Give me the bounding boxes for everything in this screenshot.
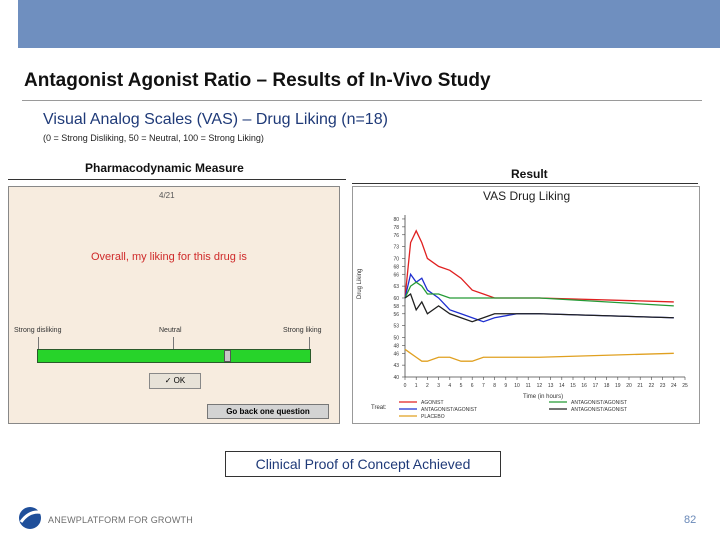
x-tick-label: 14 bbox=[559, 383, 565, 389]
y-tick-label: 70 bbox=[393, 256, 399, 262]
x-axis-label: Time (in hours) bbox=[523, 394, 563, 400]
y-tick-label: 73 bbox=[393, 245, 399, 251]
label-strong-disliking: Strong disliking bbox=[14, 327, 62, 334]
go-back-button[interactable]: Go back one question bbox=[207, 404, 329, 419]
chart-title: VAS Drug Liking bbox=[483, 189, 570, 203]
x-tick-label: 25 bbox=[682, 383, 688, 389]
page-counter: 4/21 bbox=[159, 191, 175, 200]
x-tick-label: 17 bbox=[593, 383, 599, 389]
x-tick-label: 24 bbox=[671, 383, 677, 389]
y-tick-label: 48 bbox=[393, 343, 399, 349]
x-tick-label: 23 bbox=[660, 383, 666, 389]
x-tick-label: 18 bbox=[604, 383, 610, 389]
y-tick-label: 66 bbox=[393, 272, 399, 278]
x-tick-label: 0 bbox=[404, 383, 407, 389]
x-tick-label: 10 bbox=[514, 383, 520, 389]
question-text: Overall, my liking for this drug is bbox=[91, 251, 247, 263]
left-column-header: Pharmacodynamic Measure bbox=[85, 161, 244, 175]
legend-entry: PLACEBO bbox=[421, 414, 445, 420]
scale-note: (0 = Strong Disliking, 50 = Neutral, 100… bbox=[43, 133, 264, 143]
tick-mid bbox=[173, 337, 174, 349]
x-tick-label: 12 bbox=[537, 383, 543, 389]
vas-chart: VAS Drug Liking Drug Liking Time (in hou… bbox=[357, 189, 688, 420]
liking-slider-thumb[interactable] bbox=[224, 350, 232, 362]
x-tick-label: 13 bbox=[548, 383, 554, 389]
y-tick-label: 58 bbox=[393, 304, 399, 310]
y-tick-label: 40 bbox=[393, 375, 399, 381]
x-tick-label: 22 bbox=[649, 383, 655, 389]
x-tick-label: 8 bbox=[493, 383, 496, 389]
page-number: 82 bbox=[684, 514, 697, 526]
result-chart-panel: VAS Drug Liking Drug Liking Time (in hou… bbox=[352, 186, 700, 424]
x-tick-label: 2 bbox=[426, 383, 429, 389]
x-tick-label: 7 bbox=[482, 383, 485, 389]
conclusion-box: Clinical Proof of Concept Achieved bbox=[225, 451, 501, 477]
left-column-rule bbox=[8, 179, 346, 180]
y-axis-label: Drug Liking bbox=[357, 269, 363, 299]
tick-right bbox=[309, 337, 310, 349]
y-tick-label: 68 bbox=[393, 264, 399, 270]
tick-left bbox=[38, 337, 39, 349]
questionnaire-panel: 4/21 Overall, my liking for this drug is… bbox=[8, 186, 340, 424]
right-column-rule bbox=[352, 183, 698, 184]
x-tick-label: 4 bbox=[448, 383, 451, 389]
legend-entry: AGONIST bbox=[421, 400, 444, 406]
title-divider bbox=[22, 100, 702, 101]
slide-title: Antagonist Agonist Ratio – Results of In… bbox=[24, 70, 491, 91]
brand-tagline: ANEWPLATFORM FOR GROWTH bbox=[48, 515, 193, 525]
series-line-0 bbox=[404, 229, 674, 303]
series-line-3 bbox=[404, 292, 674, 323]
series-line-1 bbox=[404, 272, 674, 323]
legend-entry: ANTAGONIST/AGONIST bbox=[421, 407, 477, 413]
x-tick-label: 20 bbox=[626, 383, 632, 389]
x-tick-label: 9 bbox=[504, 383, 507, 389]
liking-slider-track[interactable] bbox=[37, 349, 311, 363]
x-tick-label: 3 bbox=[437, 383, 440, 389]
series-line-2 bbox=[404, 281, 674, 307]
x-tick-label: 16 bbox=[581, 383, 587, 389]
right-column-header: Result bbox=[511, 167, 548, 181]
y-tick-label: 56 bbox=[393, 312, 399, 318]
ok-button[interactable]: ✓ OK bbox=[149, 373, 201, 389]
y-tick-label: 60 bbox=[393, 296, 399, 302]
x-tick-label: 11 bbox=[526, 383, 531, 389]
label-neutral: Neutral bbox=[159, 327, 182, 334]
y-tick-label: 53 bbox=[393, 324, 399, 330]
label-strong-liking: Strong liking bbox=[283, 327, 322, 334]
slide-subtitle: Visual Analog Scales (VAS) – Drug Liking… bbox=[43, 111, 388, 128]
company-logo-icon bbox=[19, 507, 45, 529]
x-tick-label: 5 bbox=[460, 383, 463, 389]
x-tick-label: 6 bbox=[471, 383, 474, 389]
legend-title: Treat: bbox=[371, 405, 387, 411]
y-tick-label: 78 bbox=[393, 225, 399, 231]
y-tick-label: 43 bbox=[393, 363, 399, 369]
y-tick-label: 46 bbox=[393, 351, 399, 357]
y-tick-label: 76 bbox=[393, 233, 399, 239]
x-tick-label: 19 bbox=[615, 383, 621, 389]
x-tick-label: 15 bbox=[570, 383, 576, 389]
x-tick-label: 21 bbox=[637, 383, 643, 389]
y-tick-label: 80 bbox=[393, 217, 399, 223]
legend-entry: ANTAGONIST/AGONIST bbox=[571, 407, 627, 413]
x-tick-label: 1 bbox=[415, 383, 418, 389]
legend-entry: ANTAGONIST/AGONIST bbox=[571, 400, 627, 406]
series-line-4 bbox=[404, 348, 674, 362]
header-bar bbox=[18, 0, 720, 48]
y-tick-label: 63 bbox=[393, 284, 399, 290]
y-tick-label: 50 bbox=[393, 335, 399, 341]
